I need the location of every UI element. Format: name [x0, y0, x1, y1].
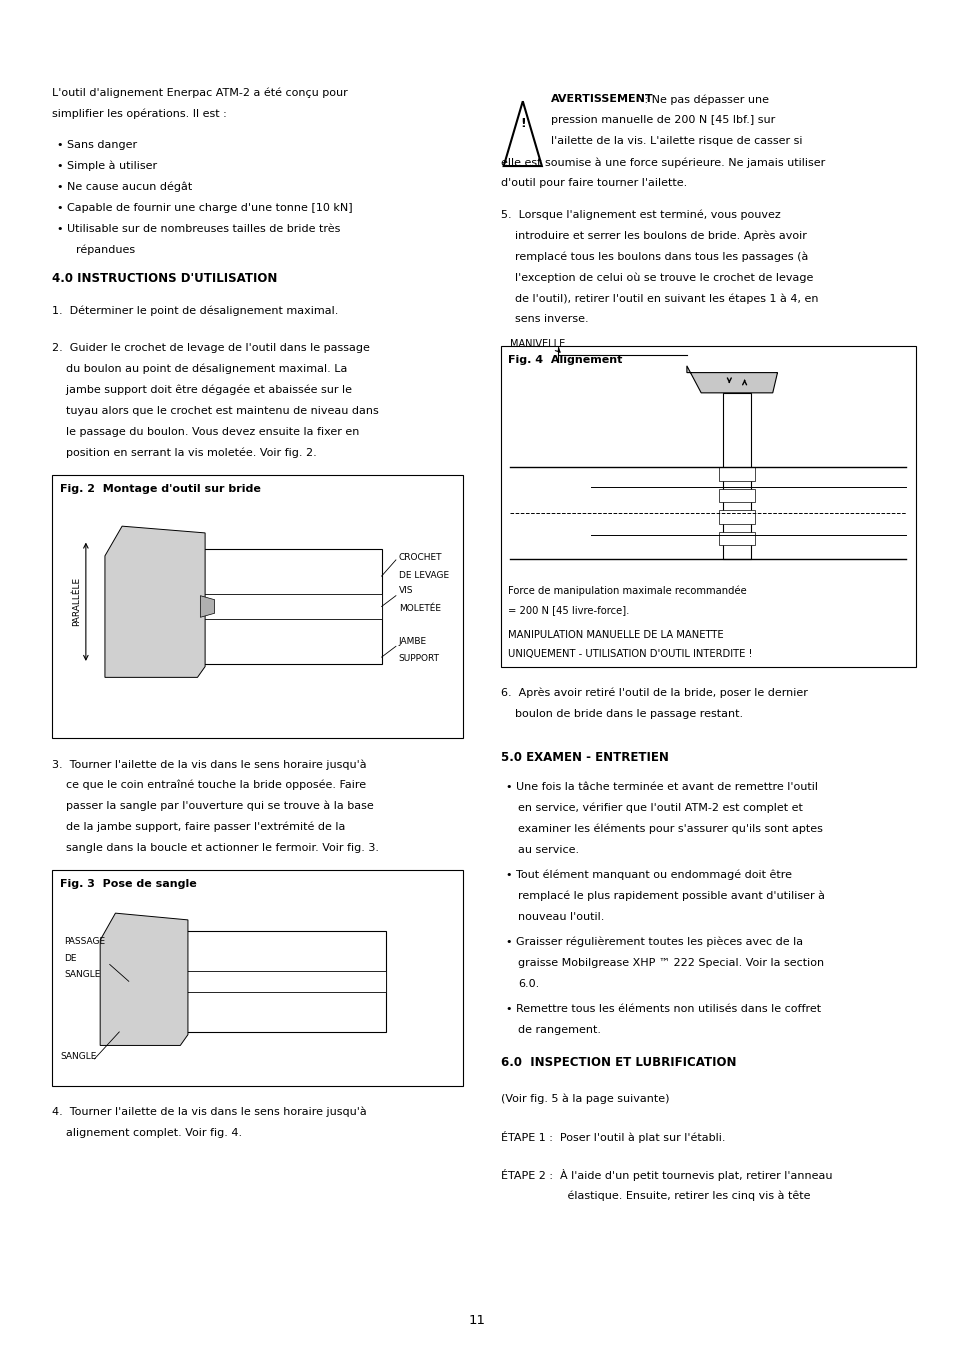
Text: ce que le coin entraîné touche la bride opposée. Faire: ce que le coin entraîné touche la bride …: [52, 780, 366, 791]
Text: 5.  Lorsque l'alignement est terminé, vous pouvez: 5. Lorsque l'alignement est terminé, vou…: [500, 209, 780, 220]
Bar: [718, 467, 755, 481]
Text: de rangement.: de rangement.: [517, 1025, 600, 1034]
Text: • Graisser régulièrement toutes les pièces avec de la: • Graisser régulièrement toutes les pièc…: [505, 937, 801, 948]
Text: • Utilisable sur de nombreuses tailles de bride très: • Utilisable sur de nombreuses tailles d…: [57, 224, 340, 234]
Text: : Ne pas dépasser une: : Ne pas dépasser une: [640, 95, 768, 105]
Text: • Tout élément manquant ou endommagé doit être: • Tout élément manquant ou endommagé doi…: [505, 869, 791, 880]
Text: • Une fois la tâche terminée et avant de remettre l'outil: • Une fois la tâche terminée et avant de…: [505, 782, 817, 792]
Polygon shape: [100, 913, 188, 1045]
Text: 6.0  INSPECTION ET LUBRIFICATION: 6.0 INSPECTION ET LUBRIFICATION: [500, 1056, 736, 1069]
Text: sens inverse.: sens inverse.: [500, 315, 588, 324]
Text: 6.  Après avoir retiré l'outil de la bride, poser le dernier: 6. Après avoir retiré l'outil de la brid…: [500, 687, 807, 698]
Text: SUPPORT: SUPPORT: [398, 655, 439, 663]
Text: pression manuelle de 200 N [45 lbf.] sur: pression manuelle de 200 N [45 lbf.] sur: [551, 116, 775, 126]
Text: répandues: répandues: [76, 244, 135, 255]
Text: AVERTISSEMENT: AVERTISSEMENT: [551, 95, 654, 104]
Text: • Ne cause aucun dégât: • Ne cause aucun dégât: [57, 182, 193, 193]
Text: tuyau alors que le crochet est maintenu de niveau dans: tuyau alors que le crochet est maintenu …: [52, 406, 379, 416]
Text: d'outil pour faire tourner l'ailette.: d'outil pour faire tourner l'ailette.: [500, 178, 686, 188]
Text: remplacé le plus rapidement possible avant d'utiliser à: remplacé le plus rapidement possible ava…: [517, 891, 824, 902]
Text: nouveau l'outil.: nouveau l'outil.: [517, 911, 604, 922]
Bar: [718, 510, 755, 524]
Text: VIS: VIS: [398, 586, 413, 595]
Text: MOLETÉE: MOLETÉE: [398, 603, 440, 613]
Text: 2.  Guider le crochet de levage de l'outil dans le passage: 2. Guider le crochet de levage de l'outi…: [52, 343, 370, 354]
Text: 4.  Tourner l'ailette de la vis dans le sens horaire jusqu'à: 4. Tourner l'ailette de la vis dans le s…: [52, 1107, 367, 1118]
Text: élastique. Ensuite, retirer les cinq vis à tête: élastique. Ensuite, retirer les cinq vis…: [500, 1189, 809, 1200]
Bar: [500, 346, 915, 667]
Text: Fig. 2  Montage d'outil sur bride: Fig. 2 Montage d'outil sur bride: [60, 485, 261, 494]
Text: Force de manipulation maximale recommandée: Force de manipulation maximale recommand…: [508, 586, 746, 597]
Bar: [186, 971, 386, 992]
Text: remplacé tous les boulons dans tous les passages (à: remplacé tous les boulons dans tous les …: [500, 251, 807, 262]
Text: 4.0 INSTRUCTIONS D'UTILISATION: 4.0 INSTRUCTIONS D'UTILISATION: [52, 271, 277, 285]
Text: introduire et serrer les boulons de bride. Après avoir: introduire et serrer les boulons de brid…: [500, 231, 806, 242]
Text: !: !: [519, 117, 525, 131]
Bar: [52, 475, 462, 738]
Text: SANGLE: SANGLE: [60, 1052, 96, 1061]
Text: simplifier les opérations. Il est :: simplifier les opérations. Il est :: [52, 109, 227, 119]
Text: (Voir fig. 5 à la page suivante): (Voir fig. 5 à la page suivante): [500, 1094, 669, 1104]
Text: • Simple à utiliser: • Simple à utiliser: [57, 161, 157, 171]
Text: MANIVELLE: MANIVELLE: [510, 339, 565, 348]
Text: 11: 11: [468, 1314, 485, 1327]
Text: MANIPULATION MANUELLE DE LA MANETTE: MANIPULATION MANUELLE DE LA MANETTE: [508, 630, 723, 640]
Text: • Capable de fournir une charge d'une tonne [10 kN]: • Capable de fournir une charge d'une to…: [57, 202, 353, 213]
Polygon shape: [200, 595, 214, 617]
Bar: [52, 869, 462, 1085]
Text: le passage du boulon. Vous devez ensuite la fixer en: le passage du boulon. Vous devez ensuite…: [52, 427, 359, 437]
Text: 6.0.: 6.0.: [517, 979, 538, 988]
Text: de la jambe support, faire passer l'extrémité de la: de la jambe support, faire passer l'extr…: [52, 822, 346, 833]
Text: passer la sangle par l'ouverture qui se trouve à la base: passer la sangle par l'ouverture qui se …: [52, 801, 374, 811]
Text: ÉTAPE 1 :  Poser l'outil à plat sur l'établi.: ÉTAPE 1 : Poser l'outil à plat sur l'éta…: [500, 1131, 724, 1143]
Text: DE: DE: [64, 953, 76, 963]
Text: • Remettre tous les éléments non utilisés dans le coffret: • Remettre tous les éléments non utilisé…: [505, 1004, 820, 1014]
Polygon shape: [105, 526, 205, 678]
Text: DE LEVAGE: DE LEVAGE: [398, 571, 449, 579]
Text: Fig. 3  Pose de sangle: Fig. 3 Pose de sangle: [60, 879, 196, 890]
Text: = 200 N [45 livre-force].: = 200 N [45 livre-force].: [508, 605, 629, 614]
Text: au service.: au service.: [517, 845, 578, 855]
Text: UNIQUEMENT - UTILISATION D'OUTIL INTERDITE !: UNIQUEMENT - UTILISATION D'OUTIL INTERDI…: [508, 648, 752, 659]
Text: L'outil d'alignement Enerpac ATM-2 a été conçu pour: L'outil d'alignement Enerpac ATM-2 a été…: [52, 88, 348, 99]
Text: jambe support doit être dégagée et abaissée sur le: jambe support doit être dégagée et abais…: [52, 385, 352, 396]
Text: position en serrant la vis moletée. Voir fig. 2.: position en serrant la vis moletée. Voir…: [52, 448, 317, 458]
Text: de l'outil), retirer l'outil en suivant les étapes 1 à 4, en: de l'outil), retirer l'outil en suivant …: [500, 293, 818, 304]
Text: Fig. 4  Alignement: Fig. 4 Alignement: [508, 355, 622, 364]
Text: JAMBE: JAMBE: [398, 637, 426, 645]
Text: ÉTAPE 2 :  À l'aide d'un petit tournevis plat, retirer l'anneau: ÉTAPE 2 : À l'aide d'un petit tournevis …: [500, 1169, 831, 1181]
Text: graisse Mobilgrease XHP ™ 222 Special. Voir la section: graisse Mobilgrease XHP ™ 222 Special. V…: [517, 957, 823, 968]
Text: l'ailette de la vis. L'ailette risque de casser si: l'ailette de la vis. L'ailette risque de…: [551, 136, 802, 146]
Text: du boulon au point de désalignement maximal. La: du boulon au point de désalignement maxi…: [52, 364, 348, 374]
Text: en service, vérifier que l'outil ATM-2 est complet et: en service, vérifier que l'outil ATM-2 e…: [517, 803, 802, 814]
Text: elle est soumise à une force supérieure. Ne jamais utiliser: elle est soumise à une force supérieure.…: [500, 157, 824, 167]
Text: examiner les éléments pour s'assurer qu'ils sont aptes: examiner les éléments pour s'assurer qu'…: [517, 824, 822, 834]
Bar: [718, 532, 755, 545]
Text: 1.  Déterminer le point de désalignement maximal.: 1. Déterminer le point de désalignement …: [52, 305, 338, 316]
Bar: [202, 594, 381, 618]
Text: 3.  Tourner l'ailette de la vis dans le sens horaire jusqu'à: 3. Tourner l'ailette de la vis dans le s…: [52, 759, 367, 769]
Text: 5.0 EXAMEN - ENTRETIEN: 5.0 EXAMEN - ENTRETIEN: [500, 751, 668, 764]
Bar: [191, 549, 381, 664]
Text: CROCHET: CROCHET: [398, 554, 442, 562]
Bar: [721, 393, 750, 559]
Text: PARALLÈLE: PARALLÈLE: [71, 578, 81, 626]
Text: sangle dans la boucle et actionner le fermoir. Voir fig. 3.: sangle dans la boucle et actionner le fe…: [52, 842, 379, 853]
Text: PASSAGE: PASSAGE: [64, 937, 105, 946]
Bar: [718, 489, 755, 502]
Text: SANGLE: SANGLE: [64, 969, 100, 979]
Text: l'exception de celui où se trouve le crochet de levage: l'exception de celui où se trouve le cro…: [500, 273, 812, 284]
Text: boulon de bride dans le passage restant.: boulon de bride dans le passage restant.: [500, 709, 742, 718]
Text: alignement complet. Voir fig. 4.: alignement complet. Voir fig. 4.: [52, 1127, 242, 1138]
Polygon shape: [686, 366, 777, 393]
Text: • Sans danger: • Sans danger: [57, 140, 137, 150]
Bar: [176, 930, 386, 1031]
